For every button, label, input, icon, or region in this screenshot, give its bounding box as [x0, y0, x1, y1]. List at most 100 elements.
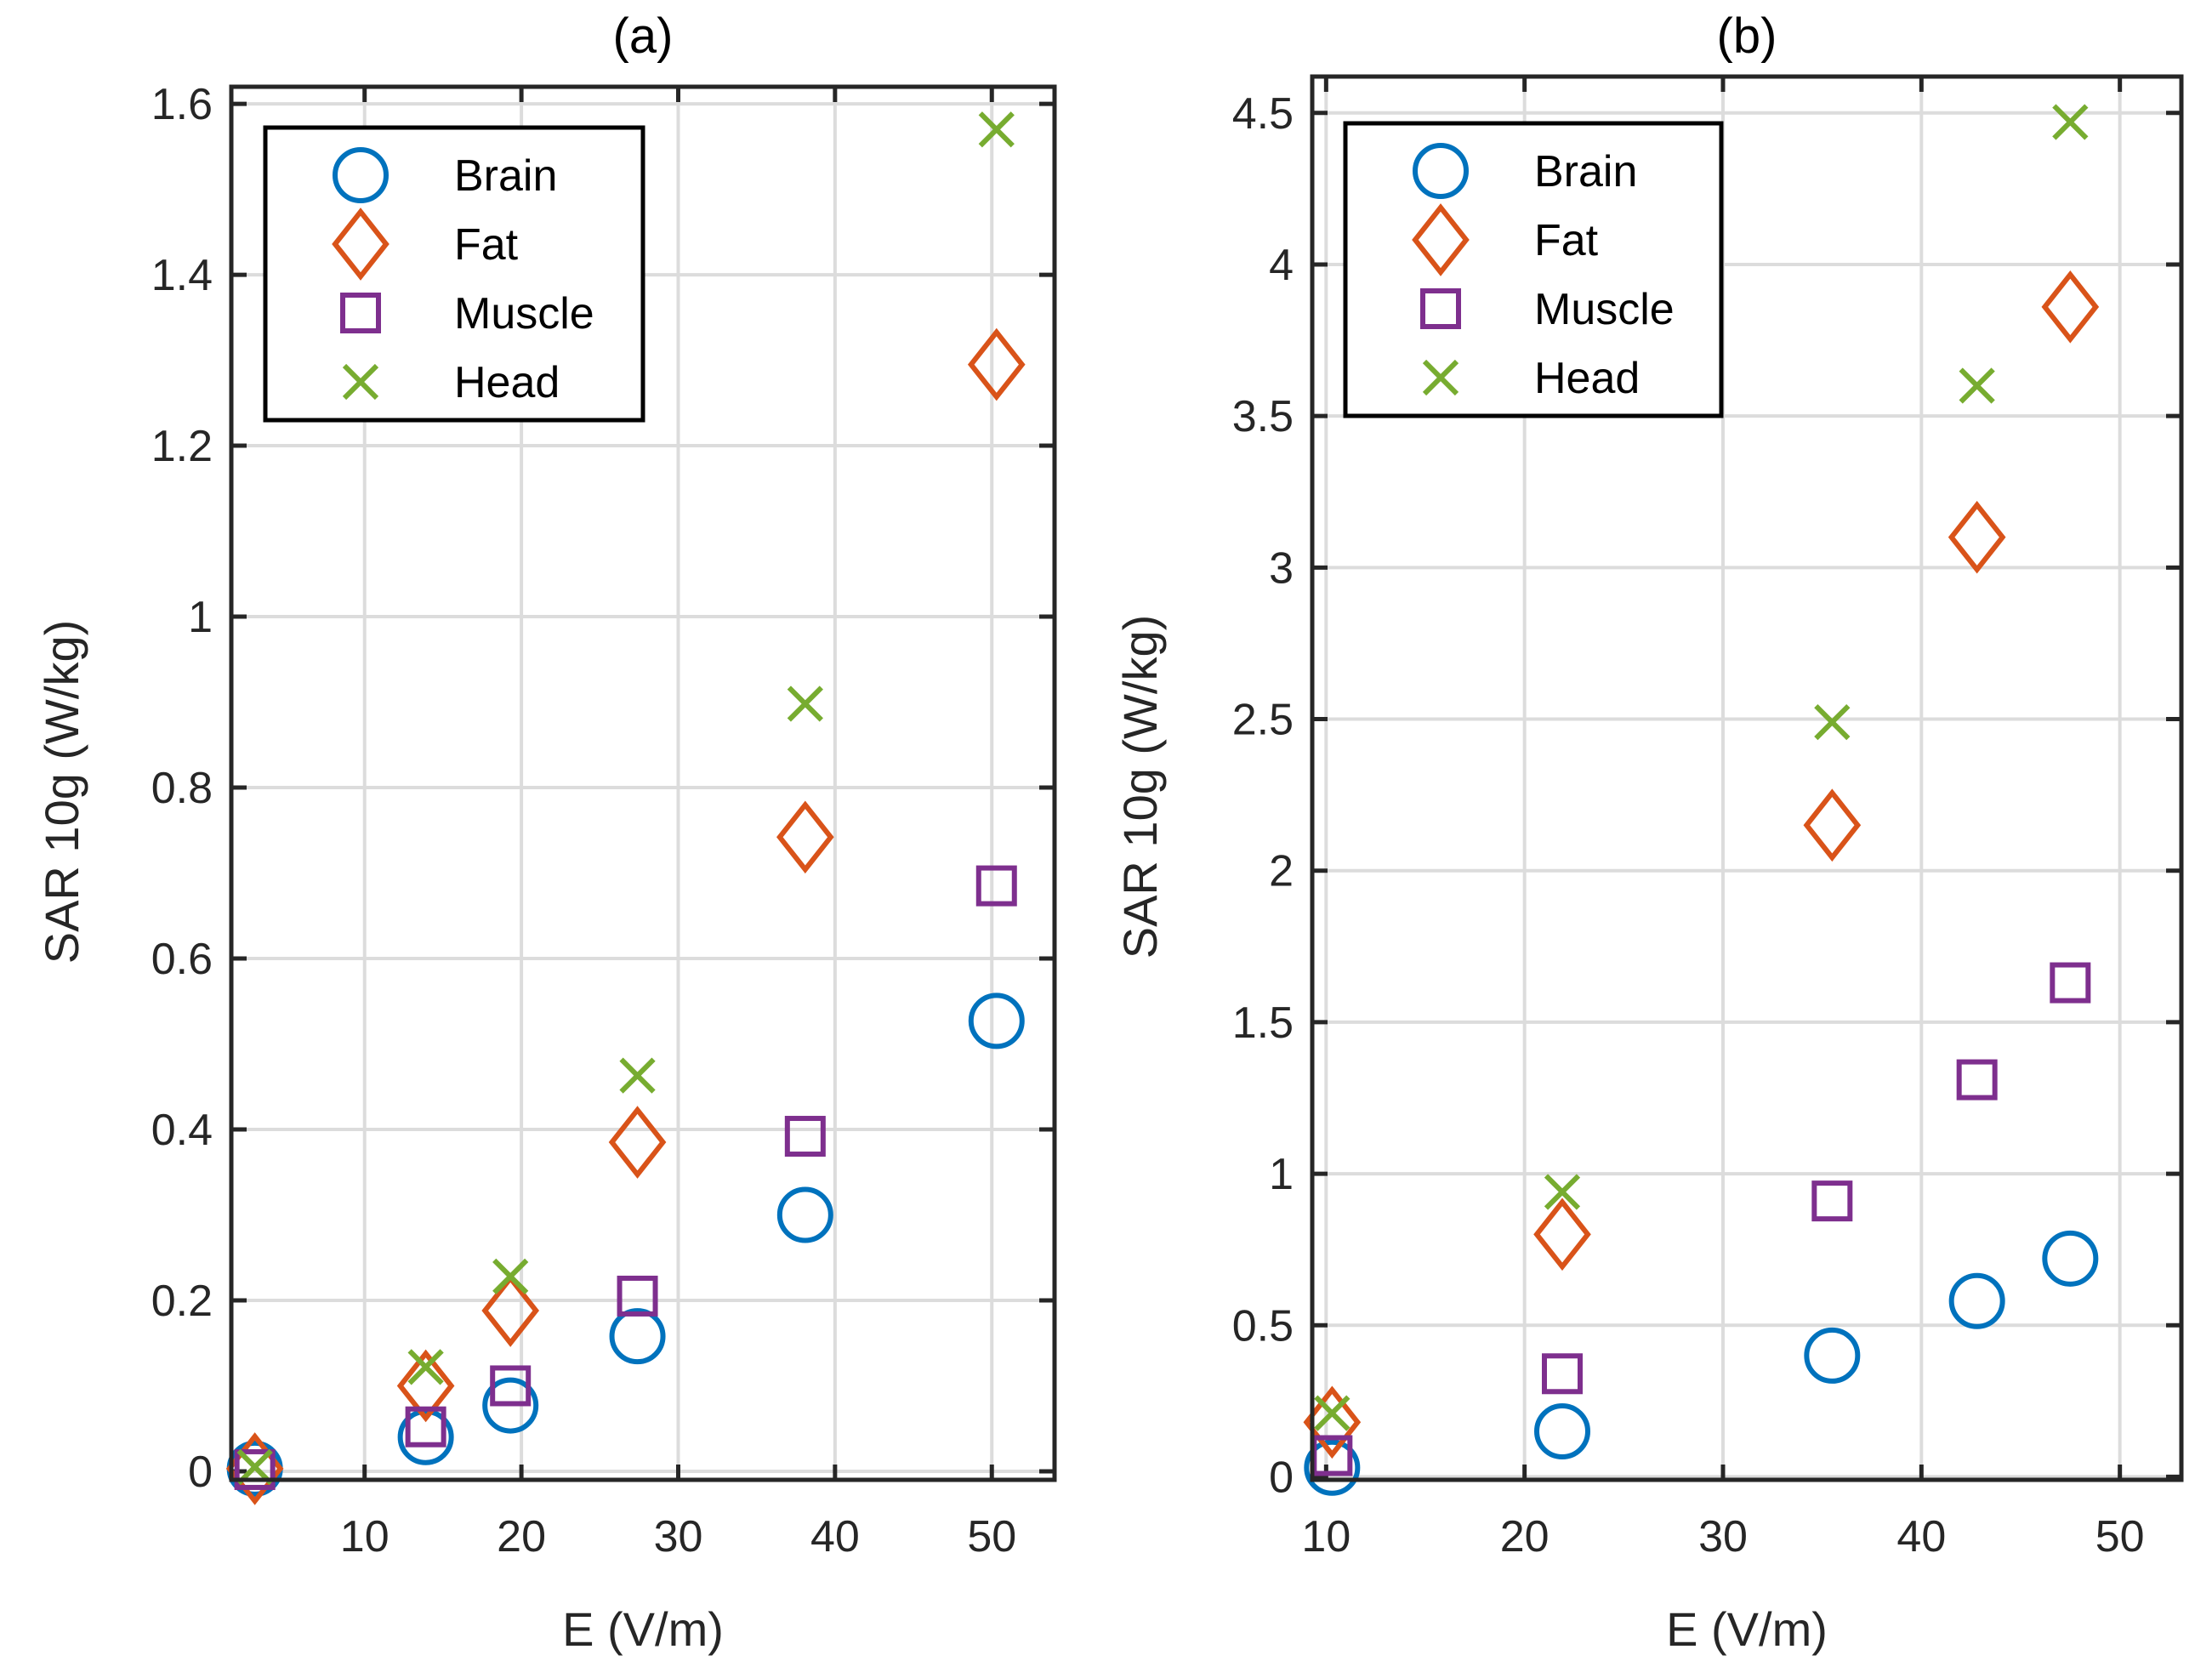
data-point-muscle	[1811, 1180, 1853, 1222]
data-point-head	[787, 685, 823, 722]
data-point-head	[619, 1057, 656, 1094]
data-point-fat	[967, 327, 1026, 401]
data-point-muscle	[975, 865, 1017, 907]
data-point-brain	[1804, 1327, 1861, 1384]
legend-label: Brain	[1534, 147, 1637, 196]
y-tick-label: 0.8	[151, 764, 213, 813]
y-tick-label: 1.4	[151, 251, 213, 300]
y-tick-label: 3.5	[1232, 392, 1294, 441]
series-brain	[1304, 1230, 2099, 1496]
series-head	[1314, 104, 2089, 1431]
legend-marker-brain	[1413, 143, 1469, 199]
x-axis-title: E (V/m)	[562, 1602, 724, 1656]
legend-label: Head	[454, 358, 560, 407]
legend-item-brain: Brain	[333, 147, 557, 203]
data-point-fat	[2041, 270, 2100, 344]
y-tick-label: 0	[1269, 1453, 1294, 1502]
data-point-fat	[1803, 788, 1862, 862]
series-head	[236, 111, 1015, 1486]
legend-item-muscle: Muscle	[340, 289, 594, 338]
y-tick-label: 2	[1269, 847, 1294, 896]
legend-marker-muscle	[1420, 288, 1461, 329]
y-tick-label: 1.2	[151, 422, 213, 471]
legend-label: Fat	[454, 220, 519, 270]
data-point-muscle	[1542, 1353, 1583, 1395]
legend-marker-head	[1422, 359, 1459, 396]
legend: Brain Fat Muscle Head	[263, 125, 645, 423]
plot-frame	[229, 84, 1057, 1482]
y-tick-label: 0.5	[1232, 1301, 1294, 1351]
legend-box	[263, 125, 645, 423]
data-point-muscle	[405, 1406, 446, 1448]
legend-marker-fat	[1412, 203, 1470, 276]
data-point-head	[1959, 367, 1995, 404]
data-point-fat	[608, 1106, 667, 1179]
series-muscle	[1311, 962, 2091, 1476]
x-tick-label: 10	[1301, 1512, 1351, 1561]
legend-label: Fat	[1534, 216, 1599, 265]
chart-b: 10 20 30 40 50 0 0.5 1 1.5 2 2.5 3 3.5 4 4.5 (b) E (V/m)…	[1113, 9, 2184, 1656]
data-point-fat	[1948, 500, 2006, 574]
x-tick-label: 50	[967, 1512, 1016, 1561]
data-point-fat	[396, 1349, 455, 1423]
y-tick-label: 4	[1269, 241, 1294, 290]
legend-item-fat: Fat	[332, 208, 519, 281]
data-point-head	[492, 1258, 529, 1294]
y-tick-label: 4.5	[1232, 89, 1294, 139]
chart-a: 10 20 30 40 50 0 0.2 0.4 0.6 0.8 1 1.2 1.4 1.6 (a) E (V…	[35, 9, 1057, 1656]
data-point-brain	[2042, 1230, 2099, 1287]
x-tick-label: 10	[340, 1512, 390, 1561]
legend-item-brain: Brain	[1413, 143, 1637, 199]
legend-marker-brain	[333, 147, 389, 203]
legend-marker-head	[342, 363, 379, 401]
data-point-brain	[1304, 1439, 1361, 1496]
legend-label: Head	[1534, 354, 1640, 403]
x-tick-label: 30	[654, 1512, 703, 1561]
data-point-brain	[776, 1186, 833, 1243]
y-axis-title: SAR 10g (W/kg)	[1113, 615, 1167, 959]
y-tick-label: 0.2	[151, 1277, 213, 1326]
y-tick-label: 3	[1269, 543, 1294, 593]
legend-marker-fat	[332, 208, 390, 281]
data-point-brain	[609, 1308, 666, 1365]
data-point-muscle	[490, 1365, 532, 1407]
data-point-brain	[1948, 1272, 2005, 1329]
legend-item-head: Head	[342, 358, 560, 407]
legend-label: Muscle	[454, 289, 594, 338]
y-tick-label: 0	[188, 1448, 213, 1497]
x-tick-label: 40	[1896, 1512, 1946, 1561]
data-point-head	[407, 1349, 444, 1385]
x-tick-label: 20	[1500, 1512, 1550, 1561]
legend: Brain Fat Muscle Head	[1343, 121, 1724, 418]
legend-label: Brain	[454, 151, 557, 201]
data-point-head	[1814, 703, 1851, 741]
data-point-brain	[968, 993, 1025, 1049]
legend-item-fat: Fat	[1412, 203, 1599, 276]
x-tick-label: 50	[2095, 1512, 2145, 1561]
legend-item-head: Head	[1422, 354, 1640, 403]
chart-title: (a)	[613, 9, 674, 64]
series-fat	[1303, 270, 2100, 1459]
data-point-muscle	[2050, 962, 2091, 1004]
y-tick-label: 1.6	[151, 80, 213, 129]
legend-label: Muscle	[1534, 285, 1675, 334]
data-point-brain	[482, 1377, 539, 1434]
data-point-head	[978, 111, 1015, 148]
data-point-fat	[776, 800, 834, 874]
y-axis-title: SAR 10g (W/kg)	[35, 620, 88, 964]
data-point-fat	[1533, 1197, 1591, 1271]
data-point-muscle	[617, 1275, 658, 1317]
x-tick-label: 20	[497, 1512, 546, 1561]
legend-box	[1343, 121, 1724, 418]
chart-title: (b)	[1717, 9, 1777, 64]
legend-item-muscle: Muscle	[1420, 285, 1675, 334]
data-point-fat	[481, 1274, 540, 1347]
data-point-head	[2052, 104, 2089, 140]
plot-frame	[1310, 74, 2184, 1482]
x-tick-label: 40	[810, 1512, 860, 1561]
x-tick-label: 30	[1698, 1512, 1748, 1561]
data-point-muscle	[784, 1116, 826, 1158]
legend-marker-muscle	[340, 293, 381, 333]
series-muscle	[234, 865, 1017, 1490]
data-point-head	[1544, 1174, 1581, 1210]
